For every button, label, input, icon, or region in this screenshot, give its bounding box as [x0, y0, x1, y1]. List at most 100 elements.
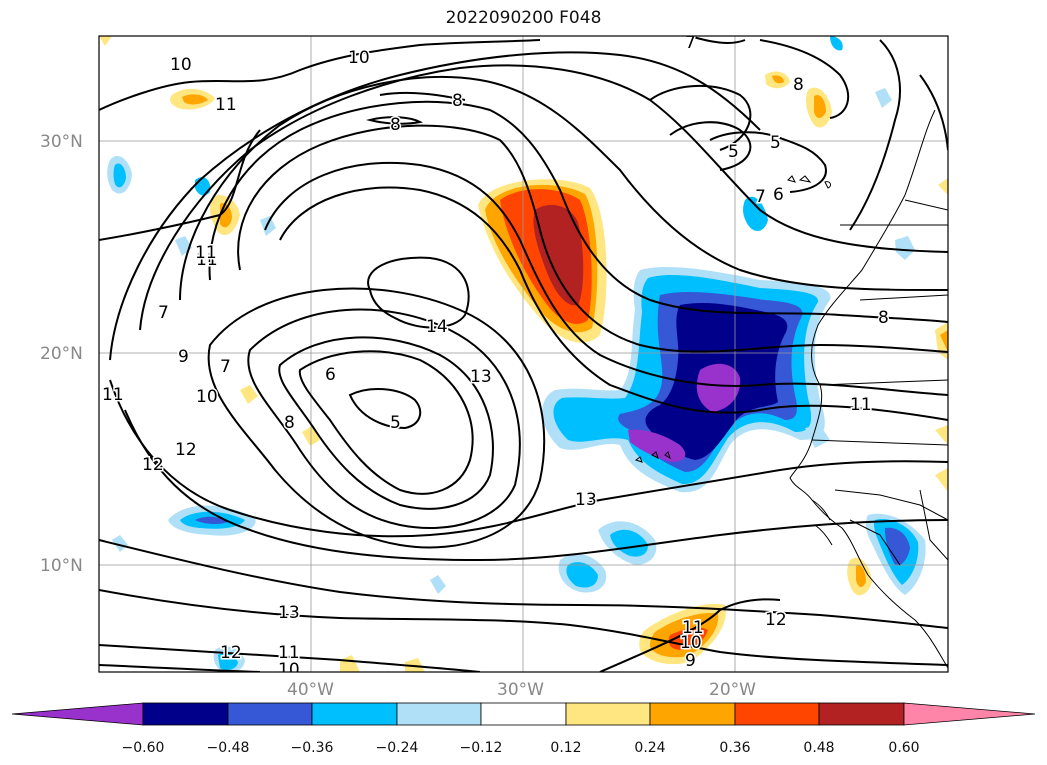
contour-label: 10 — [278, 660, 300, 680]
colorbar-segment — [142, 702, 229, 726]
colorbar-segment — [396, 702, 482, 726]
contour-label: 13 — [278, 603, 300, 623]
contour-north-10 — [849, 39, 901, 231]
pos-patch-small-5 — [99, 36, 112, 46]
colorbar-segment — [818, 702, 905, 726]
pos-patch-ne-core — [814, 94, 826, 118]
contour-label: 9 — [178, 347, 189, 367]
colorbar-label: −0.48 — [206, 740, 250, 756]
colorbar-extend-left — [11, 702, 144, 726]
contour-lower-5 — [99, 644, 481, 672]
country-border-5 — [834, 489, 948, 521]
lon-label-30w: 30°W — [497, 680, 544, 700]
contour-north-4 — [379, 91, 466, 101]
contour-lower-6 — [99, 664, 261, 672]
contour-label: 11 — [195, 243, 217, 263]
neg-patch-s-core — [610, 529, 648, 557]
neg-patch-east-core — [885, 527, 910, 566]
neg-patch-small-5 — [430, 575, 446, 594]
contour-12-a — [237, 124, 948, 353]
contour-lines — [99, 36, 948, 672]
country-border-8 — [919, 489, 948, 561]
pos-patch-top-core — [772, 75, 784, 84]
colorbar-label: −0.12 — [459, 740, 503, 756]
contour-north-5 — [649, 84, 752, 151]
contour-inner-5 — [207, 287, 546, 549]
country-border-7 — [904, 199, 948, 211]
colorbar-label: 0.12 — [550, 740, 582, 756]
neg-patch-small-7 — [875, 88, 892, 108]
contour-11-b — [139, 64, 948, 331]
positive-anomaly-core — [533, 204, 584, 306]
contour-label: 11 — [682, 618, 704, 638]
neg-patch-small-4 — [112, 535, 128, 552]
neg-patch-small-8 — [895, 236, 915, 260]
contour-label: 6 — [773, 185, 784, 205]
colorbar-label: −0.24 — [375, 740, 419, 756]
map-title: 2022090200 F048 — [445, 8, 602, 28]
contour-label: 11 — [196, 250, 218, 270]
contour-12-b — [208, 100, 948, 323]
contour-north-11 — [919, 74, 948, 151]
contour-label: 8 — [878, 308, 889, 328]
neg-patch-small-6 — [830, 36, 843, 51]
contour-label: 6 — [325, 365, 336, 385]
contour-label: 11 — [215, 95, 237, 115]
pos-patch-e-core — [856, 565, 866, 588]
contour-label: 12 — [220, 643, 242, 663]
contour-label: 7 — [158, 303, 169, 323]
colorbar-label: 0.24 — [634, 740, 666, 756]
shading-layer — [99, 36, 948, 672]
contour-label: 7 — [685, 33, 696, 53]
contour-label: 11 — [102, 385, 124, 405]
contour-label: 7 — [220, 357, 231, 377]
pos-patch-edge-1b — [940, 330, 948, 352]
contour-label: 5 — [728, 142, 739, 162]
contour-north-2 — [99, 129, 261, 241]
neg-patch-small-3 — [218, 652, 238, 671]
pos-patch-nw-core — [182, 94, 208, 105]
west-africa-coast — [811, 499, 833, 546]
contour-label: 9 — [685, 651, 696, 671]
country-border-3 — [819, 379, 948, 386]
negative-anomaly-core — [696, 363, 741, 412]
canary-islands — [787, 175, 832, 189]
colorbar-extend-right — [903, 702, 1036, 726]
contour-inner-1 — [298, 350, 474, 495]
colorbar-label: −0.36 — [290, 740, 334, 756]
colorbar-label: −0.60 — [121, 740, 165, 756]
contour-13-b — [264, 161, 948, 396]
contour-inner-2 — [278, 336, 494, 510]
colorbar-segment — [734, 702, 820, 726]
contour-lower-4 — [99, 589, 948, 666]
neg-patch-small-11 — [805, 425, 830, 448]
contour-lower-2 — [124, 409, 948, 562]
contour-label: 10 — [348, 48, 370, 68]
africa-coast — [789, 109, 948, 669]
neg-patch-sw-core — [566, 562, 598, 588]
neg-patch-nw-core — [113, 163, 126, 188]
grid-lines — [99, 36, 948, 672]
contour-inner-4 — [247, 308, 521, 529]
colorbar-label: 0.36 — [719, 740, 751, 756]
contour-north-6 — [669, 121, 752, 171]
negative-anomaly-core-2 — [628, 429, 686, 462]
contour-label: 10 — [170, 55, 192, 75]
pos-patch-small-1 — [240, 385, 258, 404]
contour-north-3 — [369, 116, 424, 125]
contour-north-1 — [99, 39, 541, 111]
contour-label: 8 — [284, 413, 295, 433]
colorbar-segment — [227, 702, 313, 726]
pos-patch-small-4 — [405, 658, 425, 672]
neg-patch-small-1 — [195, 177, 211, 196]
contour-north-7 — [709, 131, 827, 193]
contour-inner-3 — [348, 388, 422, 430]
pos-patch-edge-2 — [935, 425, 948, 445]
contour-lower-7 — [599, 598, 781, 672]
pos-patch-edge-3 — [935, 468, 948, 492]
contour-label: 5 — [390, 413, 401, 433]
contour-label: 12 — [142, 455, 164, 475]
coastlines — [634, 109, 948, 669]
neg-patch-west-center — [195, 516, 228, 525]
contour-lower-3 — [99, 539, 948, 629]
